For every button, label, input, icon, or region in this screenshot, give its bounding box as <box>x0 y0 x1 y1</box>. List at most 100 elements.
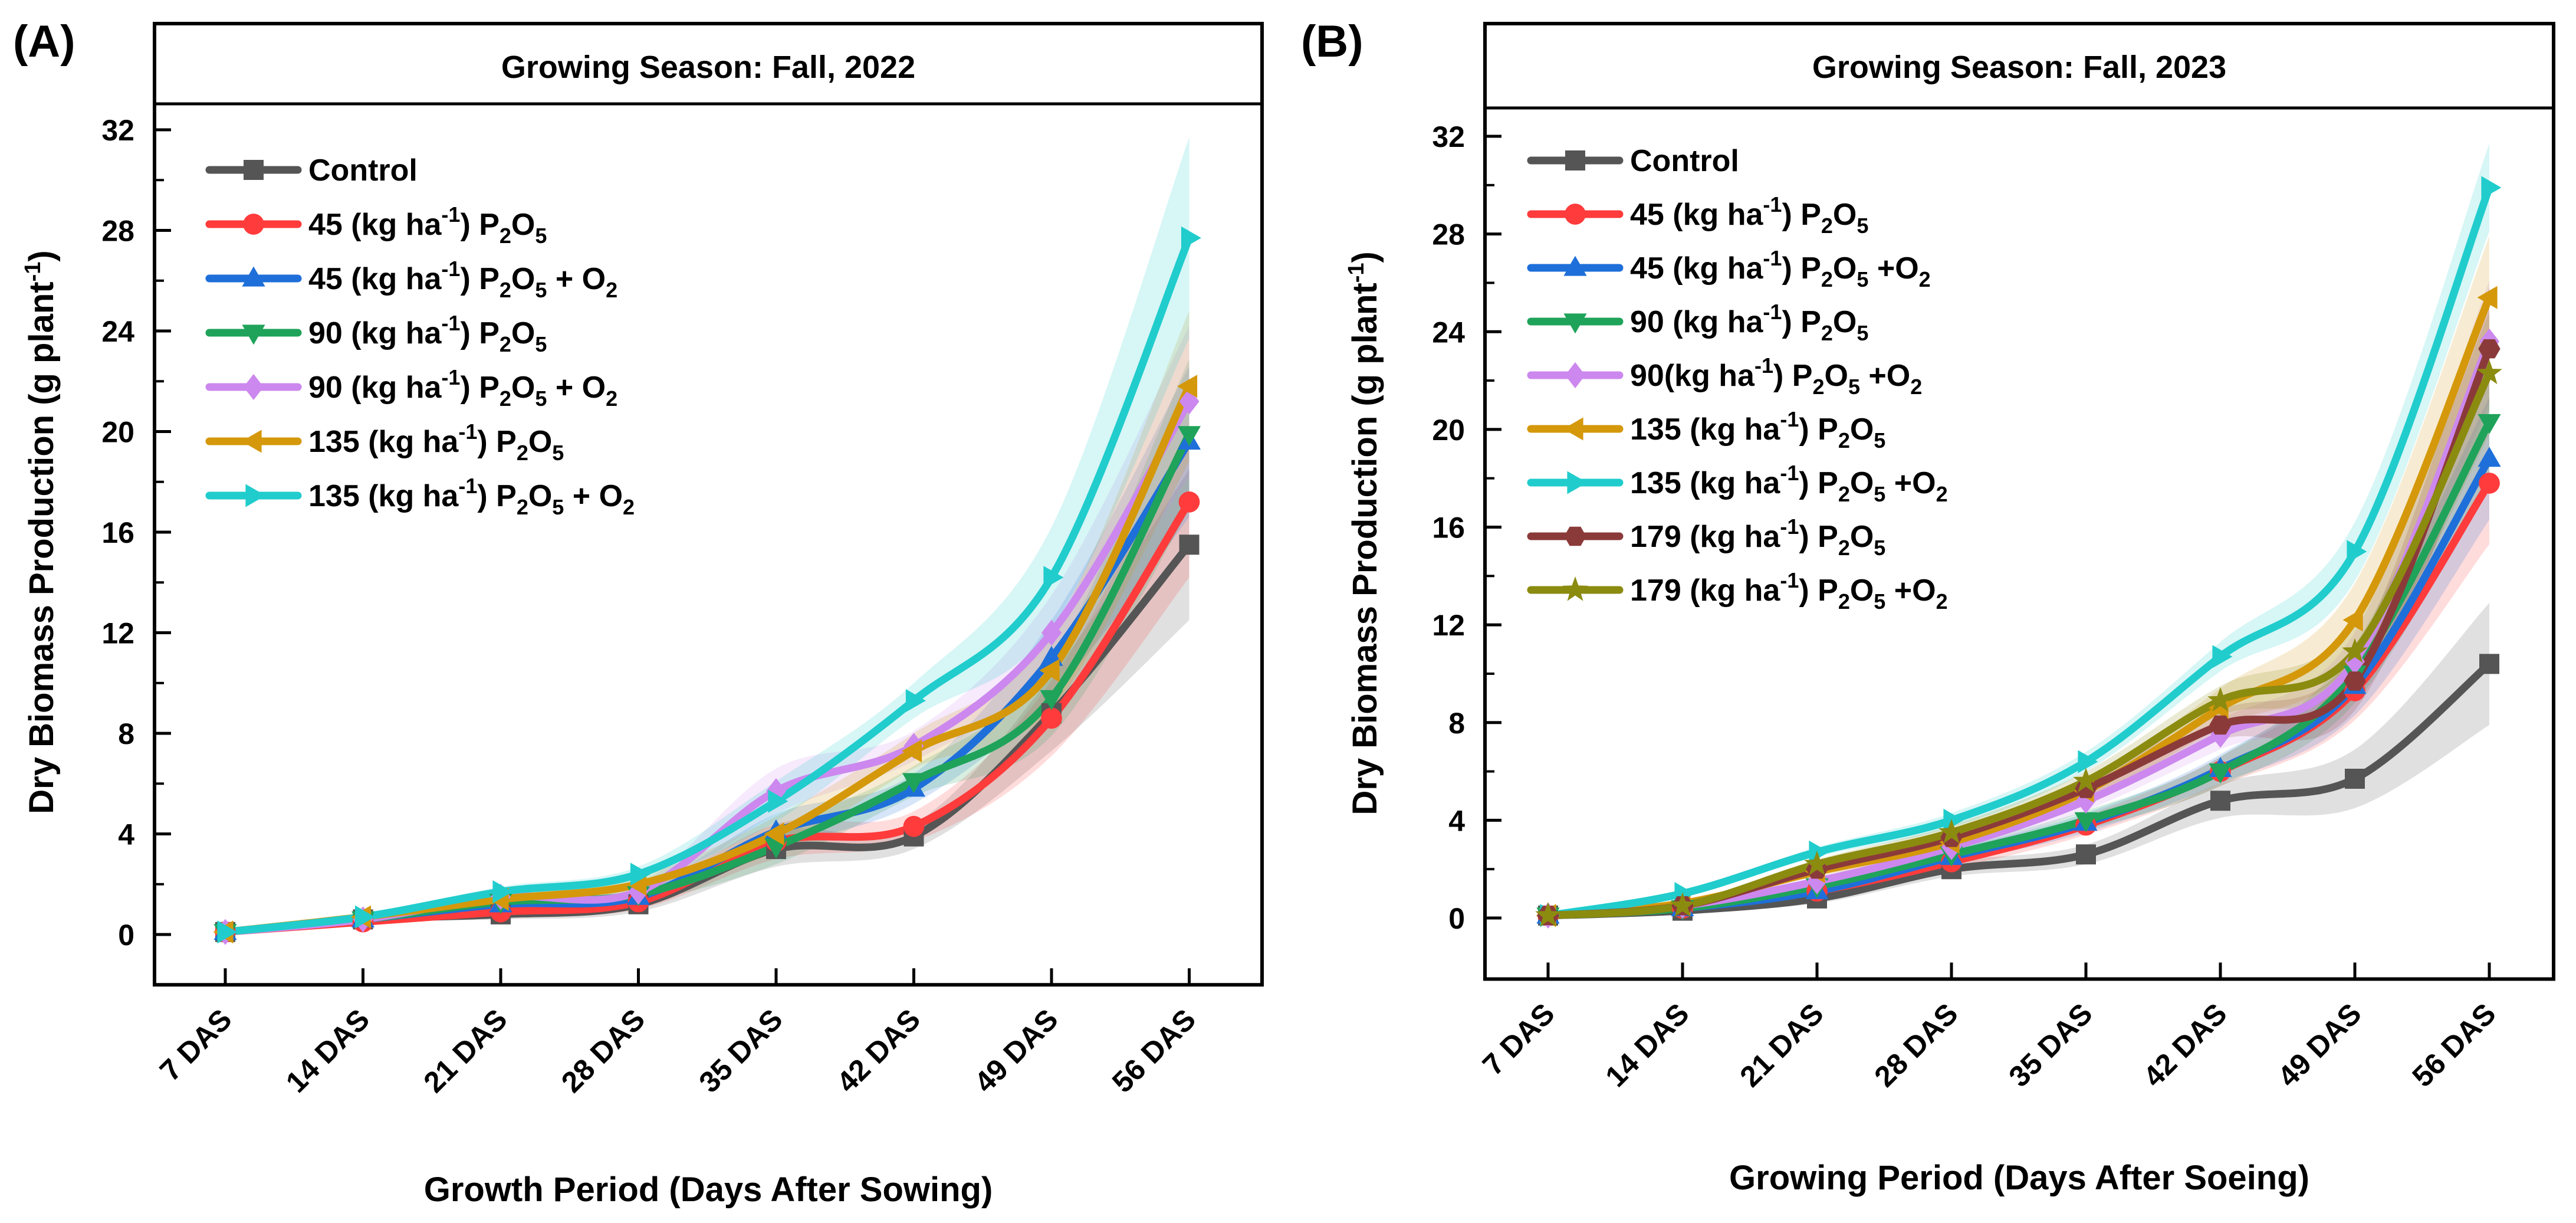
legend-label: Control <box>308 153 418 188</box>
legend-label-sup: -1 <box>1763 192 1782 217</box>
y-tick-label: 20 <box>1432 414 1465 447</box>
legend-label-text: ) P <box>1773 359 1812 393</box>
legend-marker <box>245 484 266 507</box>
legend-label-sub: 2 <box>1936 482 1948 506</box>
legend-label: Control <box>1630 144 1739 178</box>
data-point <box>1179 388 1200 415</box>
series-markers <box>1535 176 2502 929</box>
legend-label-text: 179 (kg ha <box>1630 520 1780 554</box>
chart-b-svg: (B)Growing Season: Fall, 202304812162024… <box>1301 17 2555 1197</box>
legend-label-text: O <box>511 262 535 296</box>
x-axis: 7 DAS 14 DAS 21 DAS 28 DAS 35 DAS 42 DAS 49 DA… <box>153 968 1202 1099</box>
data-point <box>1039 658 1060 682</box>
legend-label-sub: 2 <box>1812 375 1824 399</box>
legend-label-text: +O <box>1885 573 1936 608</box>
legend-label-text: Control <box>1630 144 1739 178</box>
data-point <box>2075 779 2097 798</box>
data-point <box>903 815 925 837</box>
y-tick-label: 24 <box>1432 316 1465 349</box>
data-point <box>2344 671 2366 691</box>
y-tick-label: 0 <box>1448 902 1465 935</box>
legend-label-sub: 5 <box>552 495 564 519</box>
x-tick-label: 42 DAS <box>830 1002 926 1099</box>
y-tick-label: 28 <box>1432 218 1465 251</box>
data-point <box>492 880 513 904</box>
legend-label-text: +O <box>1868 251 1918 286</box>
y-tick-label: 32 <box>101 114 134 147</box>
data-point <box>2479 654 2499 674</box>
data-point <box>2342 638 2368 663</box>
data-point <box>630 863 650 886</box>
y-tick-label: 24 <box>101 315 134 348</box>
legend-label-text: 90(kg ha <box>1630 359 1755 393</box>
legend-label-sup: -1 <box>458 419 477 444</box>
data-point <box>2209 715 2232 735</box>
data-point <box>1040 690 1063 710</box>
legend-label-sup: -1 <box>1780 407 1799 431</box>
legend-label: 90(kg ha-1) P2O5 +O2 <box>1630 353 1922 399</box>
error-band <box>225 137 1190 935</box>
legend-label-text: O <box>1833 198 1857 232</box>
legend-label-text: 135 (kg ha <box>308 479 459 513</box>
legend-label-sub: 2 <box>1838 536 1850 560</box>
x-axis: 7 DAS 14 DAS 21 DAS 28 DAS 35 DAS 42 DAS 49 DA… <box>1476 962 2502 1093</box>
legend-label-sub: 5 <box>1874 589 1885 614</box>
series-line <box>1544 369 2493 920</box>
chart-panel-b: (B) Growing Season: Fall, 2023 0 4 8 12 16 20 24… <box>1288 0 2576 1223</box>
legend-label-text: ) P <box>1782 305 1821 339</box>
panel-label: (B) <box>1301 17 1363 67</box>
legend-label-text: O <box>511 208 535 242</box>
legend-label-text: + O <box>547 262 606 296</box>
x-tick-label: 49 DAS <box>968 1002 1064 1099</box>
legend-marker <box>1563 417 1583 441</box>
legend-label-text: 179 (kg ha <box>1630 573 1780 608</box>
legend-label-sub: 2 <box>500 332 511 356</box>
panel-label: (A) <box>13 17 75 67</box>
legend-label-sub: 5 <box>535 224 547 248</box>
legend-label-sub: 2 <box>1919 267 1931 291</box>
y-tick-label: 8 <box>118 717 134 750</box>
legend-label-text: 135 (kg ha <box>1630 466 1780 500</box>
data-point <box>354 905 375 929</box>
data-point <box>1041 707 1062 729</box>
y-axis-title-text: Dry Biomass Production (g plant <box>1346 283 1384 815</box>
legend-label-text: +O <box>1885 466 1936 500</box>
legend-label-sub: 2 <box>623 495 635 519</box>
legend-label-text: 45 (kg ha <box>1630 251 1763 286</box>
legend-label: 135 (kg ha-1) P2O5 <box>1630 407 1885 453</box>
legend-label-text: 45 (kg ha <box>308 262 442 296</box>
legend-marker <box>1563 313 1587 334</box>
y-tick-label: 16 <box>1432 512 1465 545</box>
data-point <box>2481 176 2502 199</box>
data-point <box>1943 808 1964 832</box>
data-point <box>2478 447 2501 467</box>
legend-label-text: ) P <box>477 479 516 513</box>
x-tick-label: 56 DAS <box>2406 997 2502 1093</box>
data-point <box>2347 540 2367 563</box>
legend-label-text: ) P <box>477 425 516 459</box>
data-point <box>1178 491 1200 513</box>
data-point <box>217 920 238 944</box>
legend-label-sup: -1 <box>441 202 460 227</box>
series-line <box>221 234 1193 936</box>
legend-label: 45 (kg ha-1) P2O5 <box>1630 192 1868 238</box>
data-point <box>1041 619 1062 646</box>
legend-label: 179 (kg ha-1) P2O5 <box>1630 514 1885 560</box>
data-point <box>2078 750 2098 773</box>
y-axis-title-close: ) <box>1346 251 1384 263</box>
y-axis-title-text: Dry Biomass Production (g plant <box>22 281 61 814</box>
legend-marker <box>1564 526 1586 546</box>
legend-label-sup: -1 <box>1780 514 1799 539</box>
y-axis-title-sup: -1 <box>21 262 45 282</box>
data-point <box>1809 840 1829 864</box>
legend-label-text: O <box>528 479 552 513</box>
legend-label-text: 90 (kg ha <box>308 370 442 405</box>
legend-label-text: ) P <box>1799 412 1838 447</box>
legend-marker <box>1567 471 1588 494</box>
chart-title: Growing Season: Fall, 2022 <box>501 50 915 85</box>
y-tick-label: 0 <box>118 919 134 952</box>
legend-label-sub: 2 <box>500 224 511 248</box>
legend-label-text: ) P <box>1799 520 1838 554</box>
